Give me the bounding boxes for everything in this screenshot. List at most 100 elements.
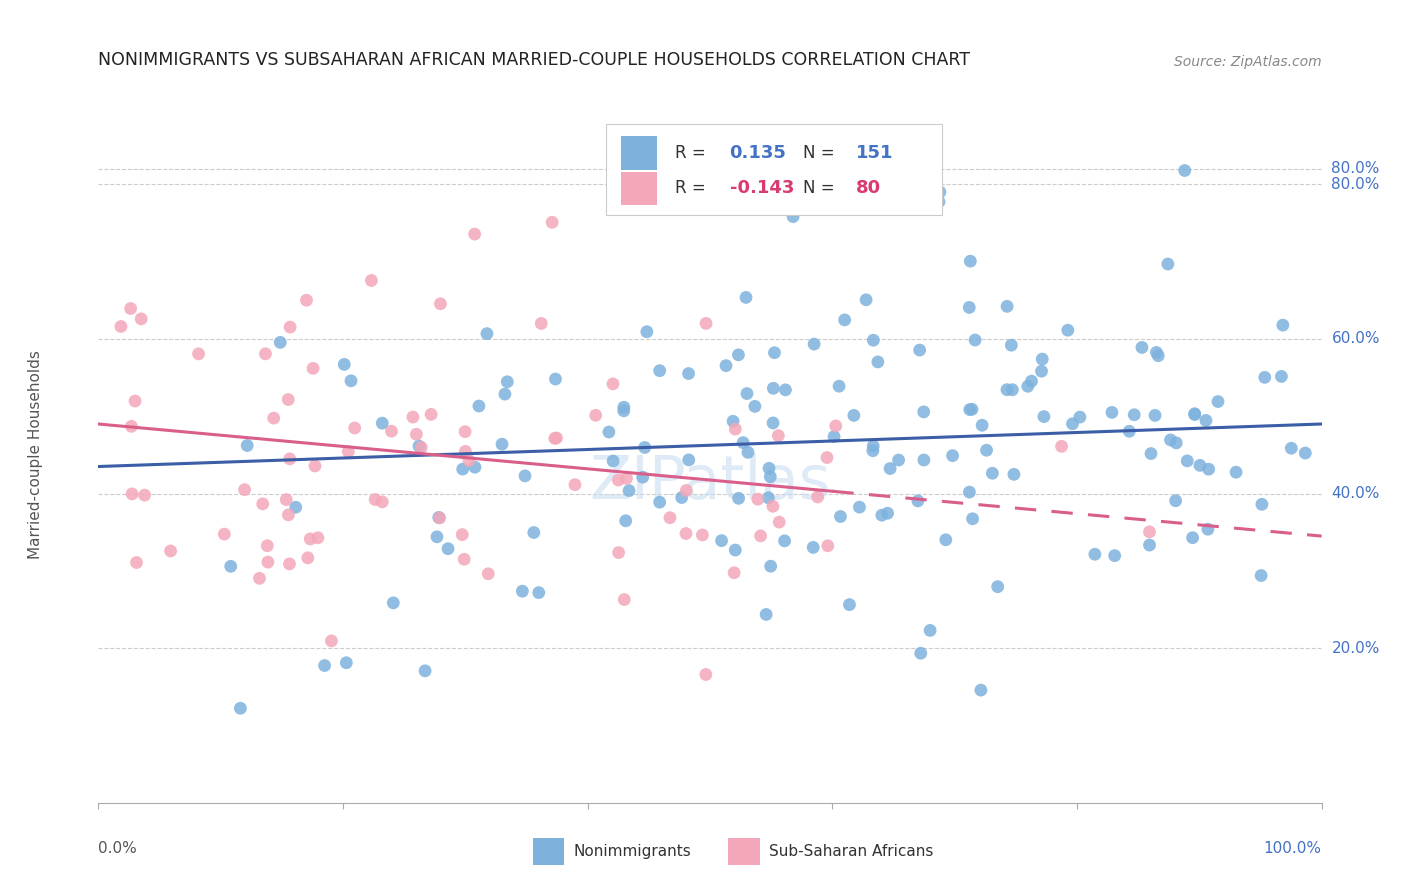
Point <box>1118 425 1140 439</box>
Point <box>1104 549 1126 563</box>
Point <box>233 483 256 497</box>
Point <box>763 345 786 359</box>
Point <box>360 273 382 287</box>
Point <box>862 333 884 347</box>
Point <box>1279 442 1302 456</box>
Point <box>429 297 451 311</box>
Point <box>269 335 291 350</box>
Point <box>762 381 785 395</box>
Point <box>678 367 700 381</box>
Text: ZIPatlas: ZIPatlas <box>589 453 831 512</box>
Point <box>607 545 630 559</box>
Point <box>1001 383 1024 397</box>
Point <box>834 313 856 327</box>
Point <box>564 477 586 491</box>
Point <box>1254 370 1277 384</box>
Point <box>929 185 952 199</box>
Point <box>408 439 430 453</box>
Point <box>295 293 318 308</box>
FancyBboxPatch shape <box>620 136 658 169</box>
Point <box>1175 454 1198 468</box>
Point <box>451 462 474 476</box>
Point <box>134 488 156 502</box>
Text: 60.0%: 60.0% <box>1331 332 1379 346</box>
Point <box>648 495 671 509</box>
Point <box>607 473 630 487</box>
Point <box>801 541 824 555</box>
Point <box>912 405 935 419</box>
Point <box>252 497 274 511</box>
Point <box>613 592 636 607</box>
Point <box>910 646 932 660</box>
Text: R =: R = <box>675 179 706 197</box>
Point <box>229 701 252 715</box>
Text: Nonimmigrants: Nonimmigrants <box>574 844 690 859</box>
Point <box>429 511 451 525</box>
Point <box>749 529 772 543</box>
Text: 40.0%: 40.0% <box>1331 486 1379 501</box>
Point <box>671 491 693 505</box>
FancyBboxPatch shape <box>728 838 761 865</box>
Point <box>464 227 486 241</box>
Point <box>491 437 513 451</box>
Point <box>284 500 307 515</box>
Point <box>1050 439 1073 453</box>
Point <box>523 525 546 540</box>
Point <box>1144 409 1167 423</box>
Point <box>775 383 797 397</box>
Point <box>1130 341 1153 355</box>
Point <box>278 557 301 571</box>
Point <box>768 515 790 529</box>
Point <box>842 409 865 423</box>
Text: N =: N = <box>803 144 835 162</box>
Point <box>862 443 884 458</box>
Point <box>631 470 654 484</box>
Point <box>824 418 846 433</box>
Point <box>453 552 475 566</box>
Point <box>675 526 697 541</box>
Point <box>527 585 550 599</box>
Text: Married-couple Households: Married-couple Households <box>28 351 44 559</box>
Point <box>759 559 782 574</box>
Point <box>475 326 498 341</box>
Point <box>277 392 299 407</box>
Point <box>249 571 271 585</box>
Point <box>546 431 568 445</box>
Point <box>544 431 567 445</box>
Point <box>278 451 301 466</box>
Text: N =: N = <box>803 179 835 197</box>
Point <box>1021 374 1043 388</box>
Point <box>1225 465 1247 479</box>
Point <box>828 379 851 393</box>
Point <box>1184 408 1206 422</box>
Point <box>724 422 747 436</box>
Point <box>972 418 994 433</box>
Point <box>907 494 929 508</box>
Point <box>762 500 785 514</box>
Point <box>214 527 236 541</box>
Point <box>935 533 957 547</box>
Point <box>759 469 782 483</box>
Point <box>848 500 870 515</box>
Point <box>695 667 717 681</box>
Text: 151: 151 <box>856 144 893 162</box>
Point <box>692 528 714 542</box>
Point <box>541 215 564 229</box>
Point <box>297 550 319 565</box>
Point <box>714 359 737 373</box>
Point <box>727 348 749 362</box>
Point <box>1294 446 1316 460</box>
Point <box>817 539 839 553</box>
Point <box>879 461 901 475</box>
Point <box>477 566 499 581</box>
Point <box>1031 364 1053 378</box>
Point <box>458 453 481 467</box>
Point <box>959 254 981 268</box>
Point <box>1062 417 1084 431</box>
Point <box>678 453 700 467</box>
Point <box>727 491 749 506</box>
Point <box>382 596 405 610</box>
Point <box>1101 405 1123 419</box>
Point <box>887 453 910 467</box>
Point <box>1250 568 1272 582</box>
